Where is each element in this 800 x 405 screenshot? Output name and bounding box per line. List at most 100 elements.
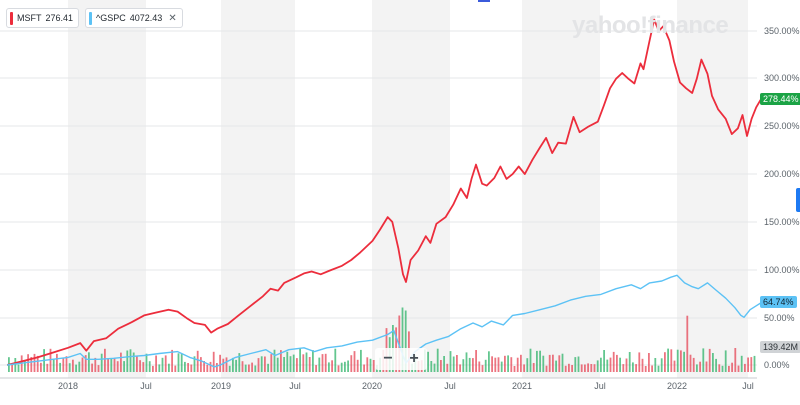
volume-bar — [705, 361, 708, 372]
volume-bar — [574, 357, 577, 372]
volume-bar — [225, 357, 228, 372]
legend-gspc[interactable]: ^GSPC 4072.43 ✕ — [85, 8, 183, 28]
x-tick-label: Jul — [289, 381, 301, 391]
volume-bar — [753, 355, 756, 372]
volume-bar — [456, 355, 458, 372]
volume-bar — [590, 364, 593, 372]
legend-msft[interactable]: MSFT 276.41 — [6, 8, 80, 28]
x-tick-label: Jul — [594, 381, 606, 391]
side-panel-tab[interactable] — [796, 188, 800, 212]
volume-bar — [305, 352, 308, 372]
volume-bar — [734, 348, 737, 372]
volume-bar — [200, 357, 202, 372]
zoom-in-icon[interactable]: + — [409, 350, 419, 367]
volume-bar — [481, 365, 484, 372]
volume-bar — [59, 362, 61, 372]
legend-gspc-symbol: ^GSPC — [96, 13, 126, 23]
series-line-gspc — [7, 274, 762, 368]
volume-bar — [616, 354, 618, 372]
msft-color-swatch — [10, 11, 13, 25]
volume-bar — [321, 354, 324, 372]
volume-bar — [264, 356, 266, 372]
volume-bar — [88, 352, 90, 372]
volume-bar — [744, 363, 746, 372]
volume-bar — [667, 348, 669, 372]
volume-bar — [324, 353, 327, 372]
volume-bar — [612, 351, 615, 372]
volume-bar — [148, 361, 151, 372]
volume-bar — [158, 364, 161, 372]
volume-bar — [91, 363, 93, 372]
volume-bar — [548, 354, 551, 372]
volume-bar — [747, 357, 749, 372]
volume-bar — [571, 365, 573, 372]
volume-bar — [459, 364, 461, 372]
volume-bar — [622, 364, 625, 372]
grid-lines — [0, 30, 757, 379]
volume-bar — [404, 310, 407, 372]
zoom-control: − + — [375, 348, 427, 370]
volume-bar — [526, 358, 529, 372]
volume-bar — [680, 350, 682, 372]
volume-bar — [260, 356, 263, 372]
price-lines — [6, 18, 762, 368]
x-tick-label: 2022 — [667, 381, 687, 391]
volume-bar — [308, 357, 311, 372]
volume-bar — [30, 357, 33, 372]
volume-bar — [737, 365, 740, 372]
legend-msft-value: 276.41 — [45, 13, 74, 23]
volume-bar — [436, 348, 439, 372]
volume-bar — [504, 355, 506, 372]
gspc-color-swatch — [89, 11, 93, 25]
volume-bar — [235, 359, 237, 372]
volume-bar — [203, 361, 205, 372]
volume-bar — [488, 351, 490, 372]
x-axis: 2018 Jul 2019 Jul 2020 Jul 2021 Jul 2022 Jul — [58, 381, 754, 391]
volume-bar — [56, 353, 58, 372]
volume-bar — [363, 364, 365, 372]
volume-bar — [660, 358, 663, 372]
volume-bar — [529, 348, 532, 372]
volume-bar — [366, 357, 369, 372]
x-tick-label: Jul — [742, 381, 754, 391]
volume-bar — [542, 355, 545, 372]
volume-bar — [187, 363, 189, 372]
volume-bar — [369, 358, 372, 372]
volume-bar — [337, 365, 340, 372]
volume-bar — [468, 357, 471, 372]
volume-bar — [302, 354, 305, 372]
volume-bar — [484, 359, 487, 372]
volume-bar — [296, 358, 298, 372]
volume-bar — [171, 349, 173, 372]
volume-bar — [724, 350, 727, 372]
volume-bar — [276, 357, 279, 372]
volume-bar — [212, 351, 215, 372]
volume-bar — [17, 364, 20, 372]
volume-bar — [552, 354, 554, 372]
volume-bar — [184, 361, 186, 372]
volume-bar — [644, 366, 647, 372]
x-tick-label: 2019 — [211, 381, 231, 391]
volume-bar — [360, 349, 362, 372]
volume-bar — [632, 362, 634, 372]
y-tick-label: 350.00% — [764, 26, 800, 36]
volume-bar — [750, 357, 753, 372]
volume-bar — [465, 352, 468, 372]
close-icon[interactable]: ✕ — [168, 12, 177, 24]
legend-gspc-value: 4072.43 — [129, 13, 163, 23]
volume-bar — [315, 365, 317, 372]
volume-bar — [497, 357, 500, 372]
volume-bar — [139, 360, 141, 372]
volume-bar — [161, 357, 164, 372]
volume-bar — [241, 361, 244, 372]
y-tick-label: 250.00% — [764, 121, 800, 131]
volume-bar — [46, 363, 49, 372]
volume-bar — [110, 358, 113, 372]
volume-bar — [696, 364, 698, 372]
volume-bar — [318, 357, 321, 372]
volume-bar — [340, 362, 343, 372]
zoom-out-icon[interactable]: − — [383, 350, 393, 367]
x-tick-label: 2018 — [58, 381, 78, 391]
